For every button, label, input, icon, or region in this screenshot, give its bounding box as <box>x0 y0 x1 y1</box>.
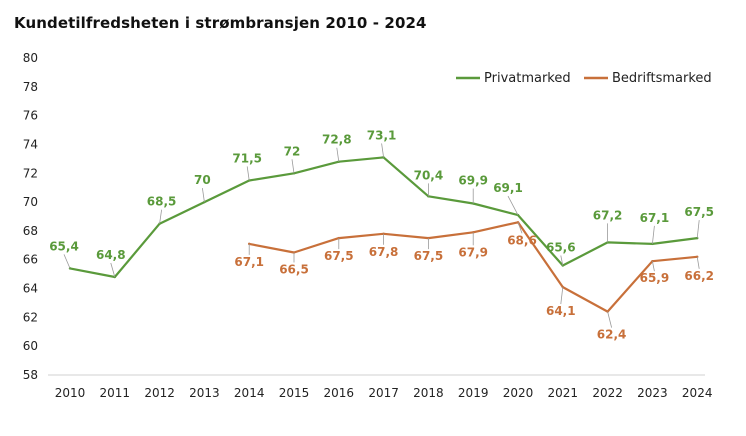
x-tick-label: 2016 <box>324 386 355 400</box>
data-label: 68,6 <box>507 233 537 247</box>
leader-line <box>652 225 655 244</box>
x-tick-label: 2024 <box>682 386 713 400</box>
x-tick-label: 2017 <box>368 386 399 400</box>
data-label: 67,8 <box>369 245 399 259</box>
x-tick-label: 2021 <box>548 386 579 400</box>
data-point <box>606 310 609 313</box>
leader-line <box>652 261 655 272</box>
data-label: 64,8 <box>96 248 126 262</box>
leader-line <box>246 166 250 181</box>
leader-line <box>202 188 205 203</box>
y-tick-label: 58 <box>23 368 38 382</box>
x-tick-label: 2015 <box>279 386 310 400</box>
data-label: 71,5 <box>232 151 262 165</box>
leader-line <box>560 287 564 305</box>
leader-line <box>696 256 700 269</box>
data-label: 72 <box>284 144 301 158</box>
x-tick-label: 2010 <box>55 386 86 400</box>
data-label: 73,1 <box>367 128 397 142</box>
data-label: 70,4 <box>414 168 444 182</box>
y-tick-label: 76 <box>23 109 38 123</box>
x-tick-label: 2020 <box>503 386 534 400</box>
data-label: 67,1 <box>640 211 670 225</box>
data-label: 69,9 <box>458 174 488 188</box>
data-label: 65,4 <box>49 239 79 253</box>
x-tick-label: 2011 <box>100 386 131 400</box>
x-tick-label: 2014 <box>234 386 265 400</box>
x-tick-label: 2023 <box>637 386 668 400</box>
x-tick-label: 2013 <box>189 386 220 400</box>
data-point <box>651 259 654 263</box>
data-label: 62,4 <box>597 328 627 342</box>
data-label: 67,2 <box>593 208 623 222</box>
data-label: 65,6 <box>546 240 576 254</box>
data-label: 64,1 <box>546 304 576 318</box>
data-label: 65,9 <box>640 271 670 285</box>
leader-line <box>381 143 384 158</box>
data-label: 68,5 <box>147 195 177 209</box>
data-label: 67,5 <box>684 205 714 219</box>
data-label: 66,5 <box>279 263 309 277</box>
data-label: 66,2 <box>684 269 714 283</box>
leader-line <box>336 147 340 162</box>
y-tick-label: 60 <box>23 339 38 353</box>
leader-line <box>159 209 162 224</box>
y-tick-label: 70 <box>23 195 38 209</box>
data-label: 67,9 <box>458 245 488 259</box>
x-tick-label: 2022 <box>592 386 623 400</box>
data-label: 70 <box>194 173 211 187</box>
data-label: 67,5 <box>414 249 444 263</box>
chart-title: Kundetilfredsheten i strømbransjen 2010 … <box>14 14 427 32</box>
data-label: 72,8 <box>322 133 352 147</box>
y-tick-label: 64 <box>23 282 38 296</box>
data-label: 67,1 <box>234 255 264 269</box>
leader-line <box>696 220 700 239</box>
leader-line <box>110 262 116 278</box>
leader-line <box>507 195 519 216</box>
leader-line <box>607 311 612 328</box>
x-tick-label: 2018 <box>413 386 444 400</box>
y-tick-label: 74 <box>23 137 38 151</box>
legend-label: Bedriftsmarked <box>612 71 712 86</box>
data-label: 69,1 <box>493 181 523 195</box>
leader-line <box>63 254 71 269</box>
leader-line <box>560 255 564 266</box>
leader-line <box>291 159 295 174</box>
y-tick-label: 62 <box>23 310 38 324</box>
x-tick-label: 2019 <box>458 386 489 400</box>
y-tick-label: 72 <box>23 166 38 180</box>
y-tick-label: 80 <box>23 51 38 65</box>
legend-label: Privatmarked <box>484 71 571 86</box>
leader-line <box>517 222 523 234</box>
data-label: 67,5 <box>324 249 354 263</box>
y-tick-label: 66 <box>23 253 38 267</box>
y-tick-label: 78 <box>23 80 38 94</box>
y-tick-label: 68 <box>23 224 38 238</box>
x-tick-label: 2012 <box>144 386 175 400</box>
